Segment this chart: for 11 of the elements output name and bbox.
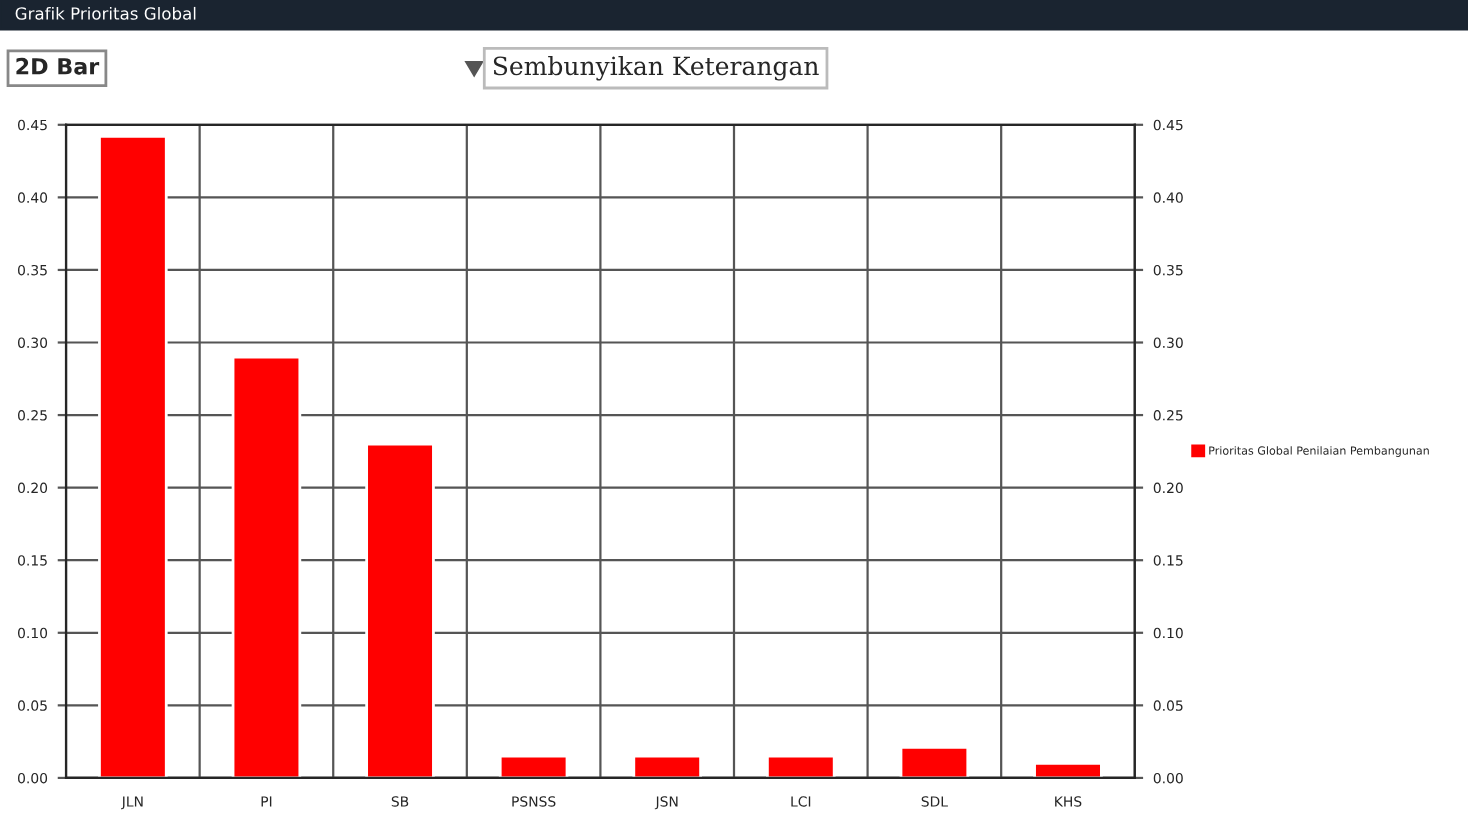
text: 2D Bar: [16, 57, 100, 75]
text: Sembunyikan Keterangan: [493, 55, 819, 81]
bar: [498, 754, 569, 778]
bar: [1033, 762, 1103, 778]
bar: [231, 355, 302, 778]
bar: [899, 746, 970, 778]
bar: [766, 754, 836, 778]
chart-title: Grafik Prioritas Global: [15, 6, 196, 20]
bar: [365, 442, 435, 778]
bar: [98, 135, 168, 778]
bar: [632, 754, 702, 778]
